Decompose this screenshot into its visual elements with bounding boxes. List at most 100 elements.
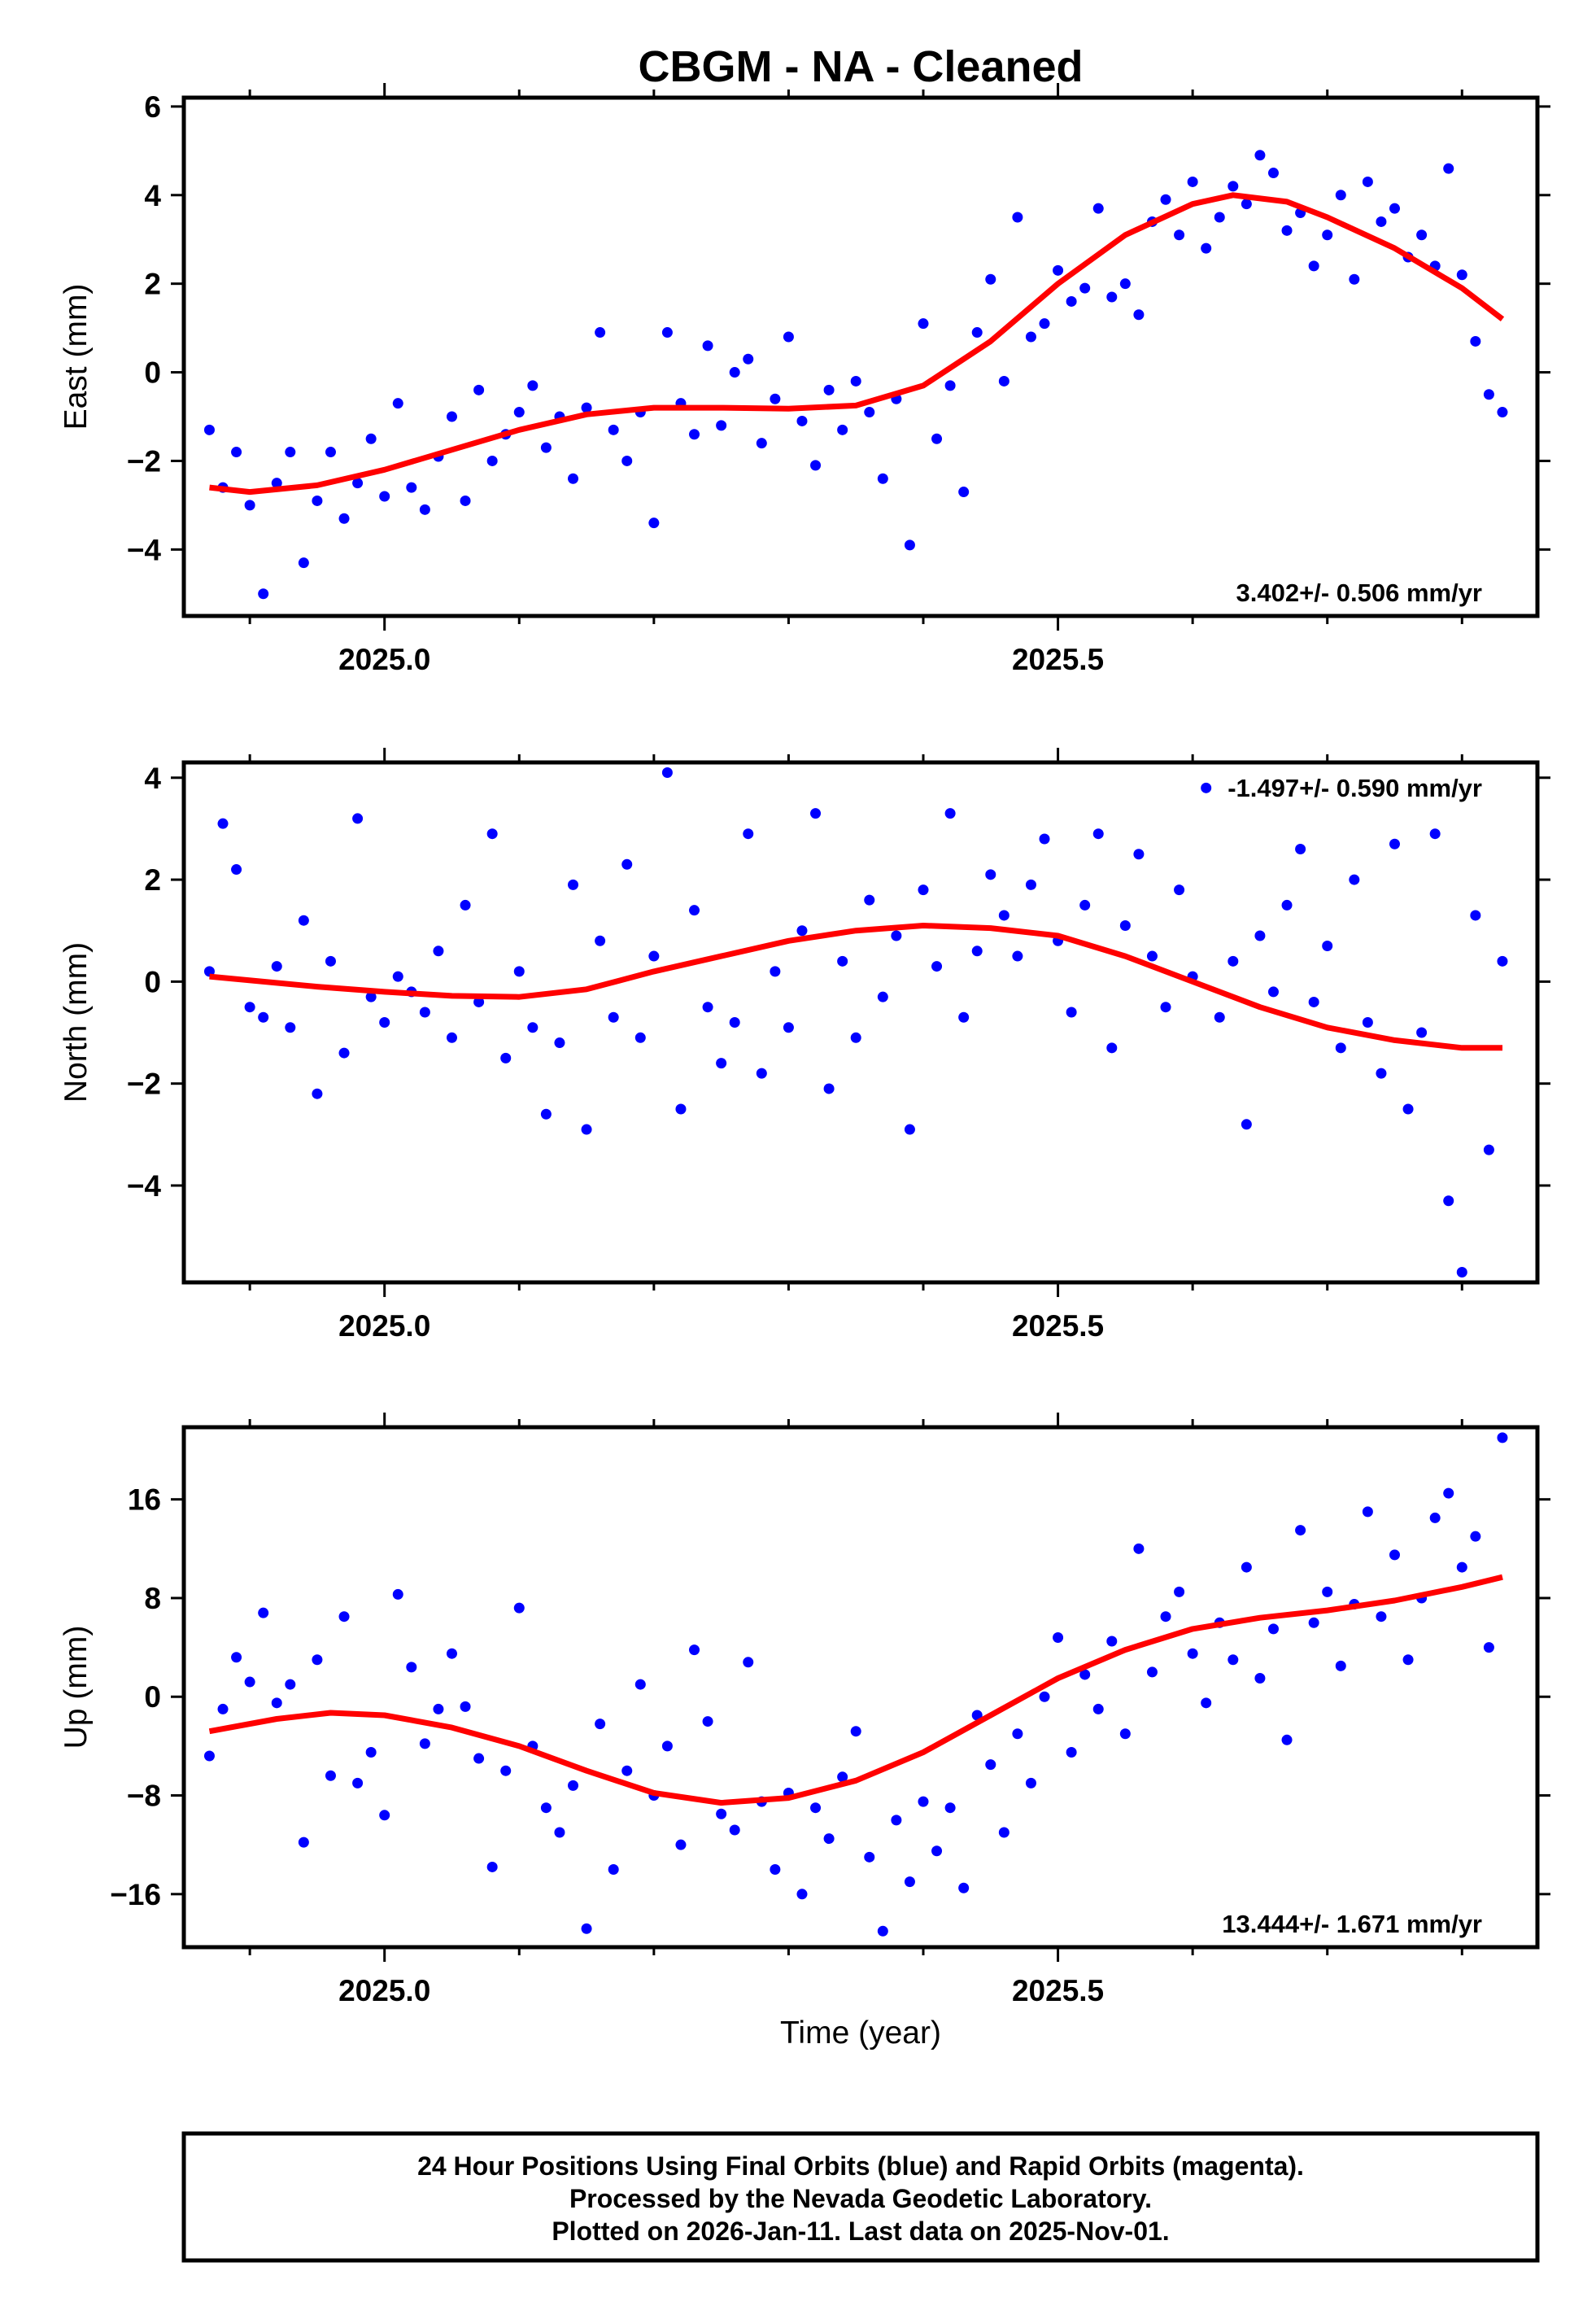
data-point	[554, 1827, 565, 1838]
data-point	[944, 380, 956, 391]
y-axis-label: North (mm)	[59, 942, 94, 1103]
data-point	[1241, 199, 1252, 210]
data-point	[312, 1654, 323, 1666]
data-point	[810, 1802, 822, 1814]
data-point	[338, 513, 350, 524]
data-point	[1267, 1623, 1279, 1635]
data-point	[1349, 273, 1360, 285]
data-point	[231, 447, 242, 458]
data-point	[810, 808, 822, 819]
data-point	[1308, 1617, 1319, 1628]
data-point	[271, 478, 282, 489]
data-point	[985, 869, 996, 880]
data-point	[1322, 1586, 1333, 1597]
data-point	[608, 424, 619, 435]
data-point	[1254, 1673, 1266, 1684]
data-point	[568, 1780, 579, 1791]
data-point	[1402, 1654, 1414, 1666]
data-point	[675, 1839, 687, 1850]
data-point	[460, 1701, 471, 1712]
data-point	[783, 331, 794, 343]
data-point	[864, 894, 875, 906]
data-point	[1483, 1642, 1494, 1653]
data-point	[217, 1703, 229, 1714]
data-point	[231, 1652, 242, 1663]
data-point	[756, 1068, 767, 1079]
data-point	[661, 327, 673, 338]
data-point	[1228, 181, 1239, 192]
data-point	[1146, 1666, 1158, 1678]
chart-title: CBGM - NA - Cleaned	[638, 42, 1083, 91]
data-point	[1228, 955, 1239, 967]
data-point	[379, 1810, 390, 1821]
data-point	[1376, 216, 1387, 227]
data-point	[891, 930, 902, 941]
data-point	[1053, 264, 1064, 276]
data-point	[568, 473, 579, 484]
data-point	[540, 442, 552, 453]
data-point	[1497, 1432, 1508, 1443]
rate-label: 3.402+/- 0.506 mm/yr	[1236, 579, 1482, 607]
data-point	[486, 1861, 498, 1872]
data-point	[1335, 190, 1346, 201]
data-point	[918, 318, 929, 330]
data-point	[298, 1837, 309, 1848]
data-point	[1416, 1027, 1428, 1038]
data-point	[419, 504, 430, 515]
data-point	[244, 500, 255, 511]
data-point	[1066, 1746, 1077, 1758]
data-point	[1254, 930, 1266, 941]
plot-frame	[181, 1425, 1540, 1950]
data-point	[796, 415, 808, 426]
data-point	[1362, 1506, 1373, 1518]
data-point	[770, 966, 781, 977]
data-point	[285, 1022, 296, 1033]
y-tick-label: −2	[127, 1068, 161, 1101]
y-tick-label: 0	[144, 965, 161, 998]
x-tick-label: 2025.5	[1012, 643, 1104, 676]
data-point	[460, 899, 471, 911]
data-point	[513, 407, 525, 418]
y-axis-label: East (mm)	[59, 284, 94, 430]
data-point	[1483, 389, 1494, 400]
data-point	[1201, 242, 1212, 254]
data-point	[958, 1882, 970, 1893]
y-tick-label: −16	[110, 1878, 161, 1911]
data-point	[271, 961, 282, 972]
data-point	[1335, 1660, 1346, 1671]
footer-line-3: Plotted on 2026-Jan-11. Last data on 202…	[552, 2216, 1169, 2246]
data-point	[1079, 899, 1091, 911]
y-axis-label: Up (mm)	[59, 1626, 94, 1749]
data-point	[1322, 229, 1333, 241]
data-point	[338, 1047, 350, 1059]
data-point	[540, 1802, 552, 1814]
data-point	[1214, 212, 1225, 223]
data-point	[1389, 203, 1400, 214]
data-point	[595, 1719, 606, 1730]
data-point	[971, 327, 983, 338]
data-point	[1053, 1631, 1064, 1643]
data-point	[271, 1697, 282, 1709]
data-point	[1281, 225, 1293, 236]
rate-label: -1.497+/- 0.590 mm/yr	[1228, 774, 1482, 802]
data-point	[513, 966, 525, 977]
data-point	[1470, 1531, 1481, 1542]
data-point	[1066, 295, 1077, 307]
y-tick-label: 8	[144, 1582, 161, 1615]
data-point	[743, 1657, 754, 1668]
data-point	[850, 1726, 861, 1737]
data-point	[1497, 955, 1508, 967]
data-point	[716, 1808, 727, 1819]
data-point	[621, 455, 633, 466]
y-tick-label: 0	[144, 356, 161, 390]
data-point	[864, 407, 875, 418]
data-point	[500, 1765, 512, 1776]
data-point	[1429, 828, 1441, 840]
data-point	[918, 884, 929, 896]
y-tick-label: 2	[144, 268, 161, 301]
data-point	[1079, 282, 1091, 294]
data-point	[258, 1011, 269, 1023]
data-point	[325, 1770, 336, 1781]
x-tick-label: 2025.5	[1012, 1974, 1104, 2007]
data-point	[1335, 1042, 1346, 1054]
